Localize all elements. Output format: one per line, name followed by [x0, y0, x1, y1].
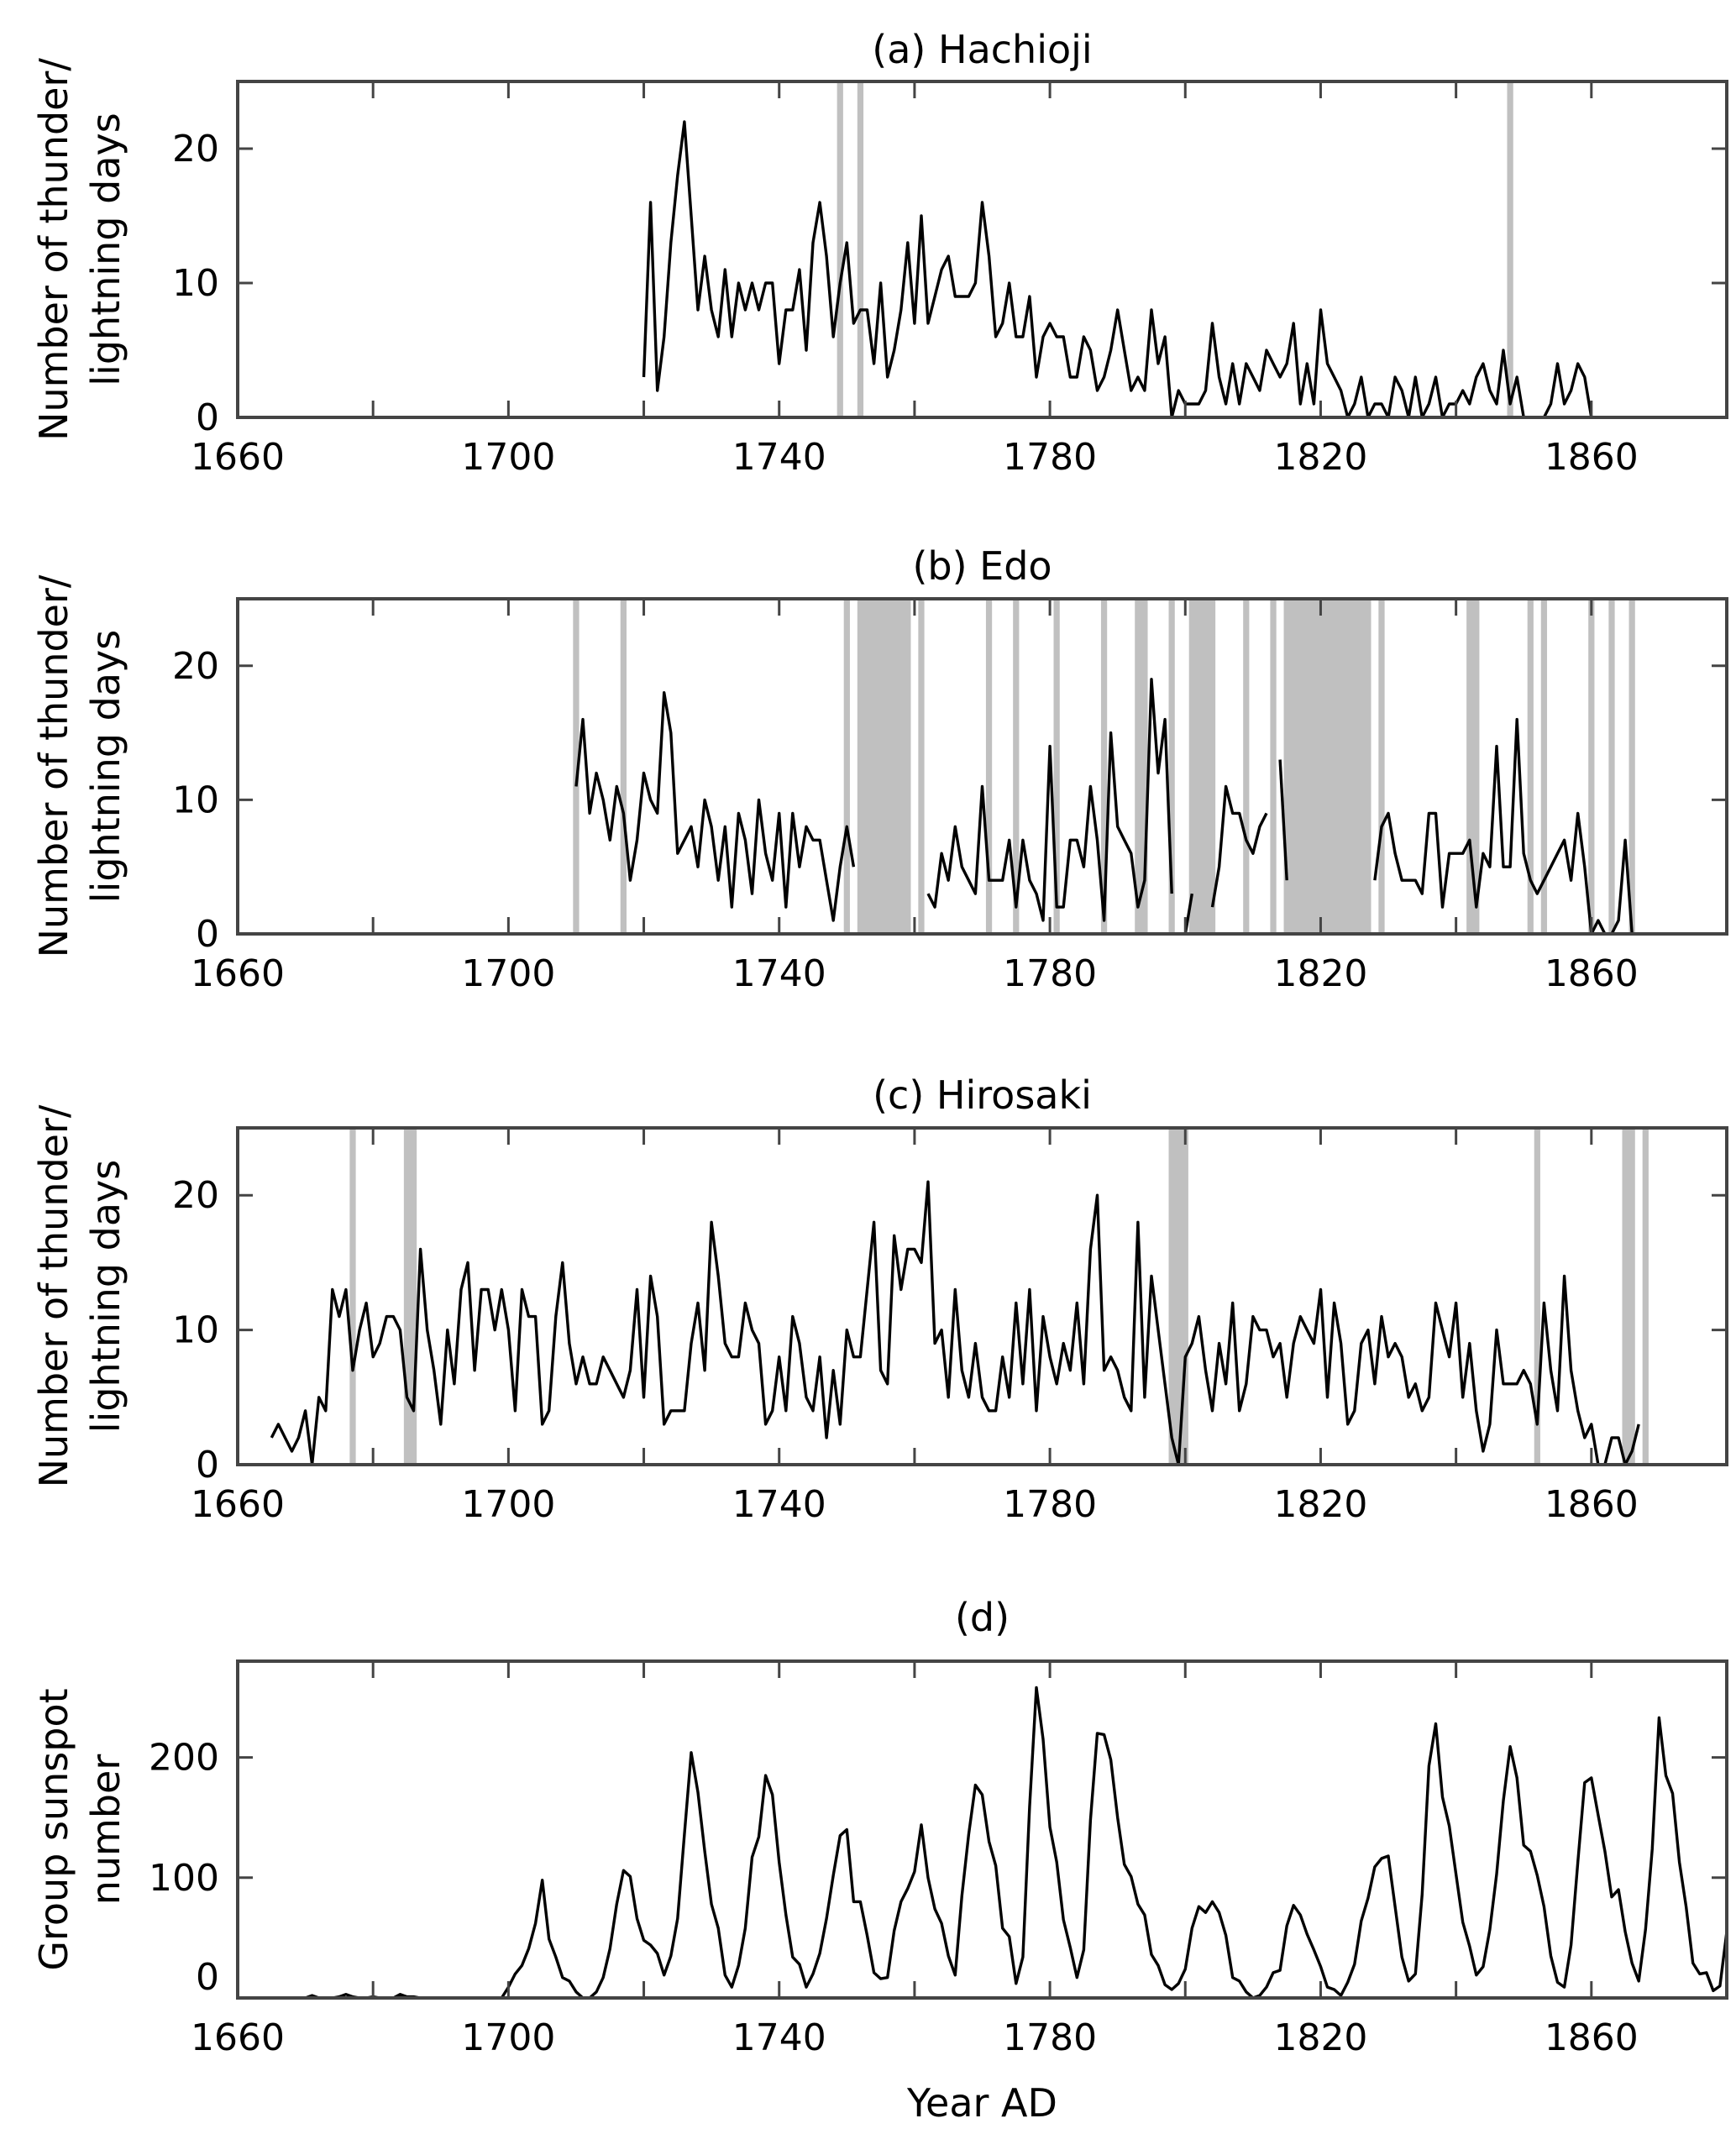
shaded-band	[1540, 599, 1548, 934]
axes-box	[236, 597, 1728, 936]
panel-title: (a) Hachioji	[872, 27, 1092, 72]
axes-box	[236, 1659, 1728, 2000]
shaded-band	[1100, 599, 1108, 934]
shaded-band	[1243, 599, 1250, 934]
x-tick-label: 1700	[461, 952, 555, 995]
x-tick-label: 1860	[1545, 2016, 1639, 2059]
series-line	[270, 1180, 1640, 1466]
x-tick-label: 1700	[461, 1483, 555, 1526]
shaded-band	[857, 599, 911, 934]
shaded-band	[1628, 599, 1635, 934]
series-line	[574, 691, 856, 922]
y-axis-label: number	[83, 1754, 128, 1906]
x-tick-label: 1780	[1003, 436, 1097, 479]
y-tick-label: 20	[172, 1174, 219, 1217]
x-axis-label: Year AD	[906, 2080, 1057, 2126]
x-tick-label: 1700	[461, 2016, 555, 2059]
y-axis-label: Number of thunder/	[31, 574, 76, 957]
shaded-band	[1188, 599, 1216, 934]
shaded-band	[573, 599, 580, 934]
y-tick-label: 10	[172, 1309, 219, 1352]
shaded-band	[1013, 599, 1020, 934]
panel-b: 1660 1700 1740 1780 1820 1860 0 10 20 (b) Edo Numb…	[31, 543, 1728, 995]
panel-c: 1660 1700 1740 1780 1820 1860 0 10 20 (c) Hirosak…	[31, 1072, 1728, 1526]
x-tick-label: 1660	[191, 436, 285, 479]
shaded-band	[1642, 1128, 1649, 1465]
x-tick-label: 1740	[732, 2016, 826, 2059]
y-tick-label: 20	[172, 645, 219, 688]
shaded-band	[985, 599, 993, 934]
shaded-band	[1270, 599, 1277, 934]
y-tick-label: 10	[172, 779, 219, 821]
series-line	[642, 120, 1646, 419]
shaded-band	[349, 1128, 356, 1465]
shaded-band	[918, 599, 925, 934]
x-tick-label: 1780	[1003, 1483, 1097, 1526]
y-tick-label: 0	[196, 396, 219, 439]
axes-box	[236, 1126, 1728, 1466]
series-line	[1373, 717, 1634, 936]
panel-title: (d)	[955, 1595, 1010, 1640]
panel-d: 1660 1700 1740 1780 1820 1860 0 100 200 (d) Group …	[31, 1595, 1728, 2126]
series-line	[1210, 784, 1268, 908]
shaded-band	[837, 81, 843, 417]
y-axis-label: Group sunspot	[31, 1688, 76, 1970]
shaded-band	[1527, 599, 1534, 934]
x-tick-label: 1740	[732, 1483, 826, 1526]
x-tick-label: 1860	[1545, 952, 1639, 995]
y-axis-label: lightning days	[83, 1160, 128, 1433]
shaded-band	[1534, 1128, 1540, 1465]
series-line	[1278, 759, 1288, 881]
panel-title: (b) Edo	[912, 543, 1052, 589]
y-tick-label: 200	[149, 1737, 219, 1780]
y-tick-label: 0	[196, 1444, 219, 1486]
y-axis-label: Number of thunder/	[31, 1104, 76, 1487]
shaded-band	[843, 599, 850, 934]
y-axis-label: Number of thunder/	[31, 58, 76, 441]
x-tick-label: 1860	[1545, 1483, 1639, 1526]
x-tick-label: 1780	[1003, 952, 1097, 995]
y-axis-label: lightning days	[83, 630, 128, 903]
shaded-band	[403, 1128, 417, 1465]
x-tick-label: 1860	[1545, 436, 1639, 479]
x-tick-label: 1700	[461, 436, 555, 479]
shaded-band	[1378, 599, 1385, 934]
x-tick-label: 1820	[1273, 1483, 1367, 1526]
x-tick-label: 1820	[1273, 2016, 1367, 2059]
x-tick-label: 1740	[732, 436, 826, 479]
y-tick-label: 100	[149, 1857, 219, 1900]
x-tick-label: 1740	[732, 952, 826, 995]
x-tick-label: 1660	[191, 1483, 285, 1526]
x-tick-label: 1660	[191, 952, 285, 995]
shaded-band	[1135, 599, 1148, 934]
shaded-band	[1588, 599, 1595, 934]
shaded-band	[620, 599, 627, 934]
y-tick-label: 20	[172, 128, 219, 170]
shaded-band	[857, 81, 864, 417]
x-tick-label: 1820	[1273, 436, 1367, 479]
shaded-band	[1622, 1128, 1635, 1465]
shaded-band	[1053, 599, 1060, 934]
y-tick-label: 10	[172, 262, 219, 305]
shaded-band	[1608, 599, 1615, 934]
series-line	[926, 678, 1173, 922]
y-tick-label: 0	[196, 1956, 219, 1999]
shaded-band	[1168, 599, 1175, 934]
shaded-band	[1283, 599, 1371, 934]
y-axis-label: lightning days	[83, 113, 128, 385]
x-tick-label: 1820	[1273, 952, 1367, 995]
x-tick-label: 1660	[191, 2016, 285, 2059]
y-tick-label: 0	[196, 913, 219, 956]
axes-box	[236, 80, 1728, 419]
panel-a: 1660 1700 1740 1780 1820 1860 0 10 20 (a) Hachioj…	[31, 27, 1728, 479]
shaded-band	[1168, 1128, 1188, 1465]
panel-title: (c) Hirosaki	[873, 1072, 1092, 1118]
series-line	[238, 1686, 1728, 2000]
shaded-band	[1507, 81, 1513, 417]
x-tick-label: 1780	[1003, 2016, 1097, 2059]
